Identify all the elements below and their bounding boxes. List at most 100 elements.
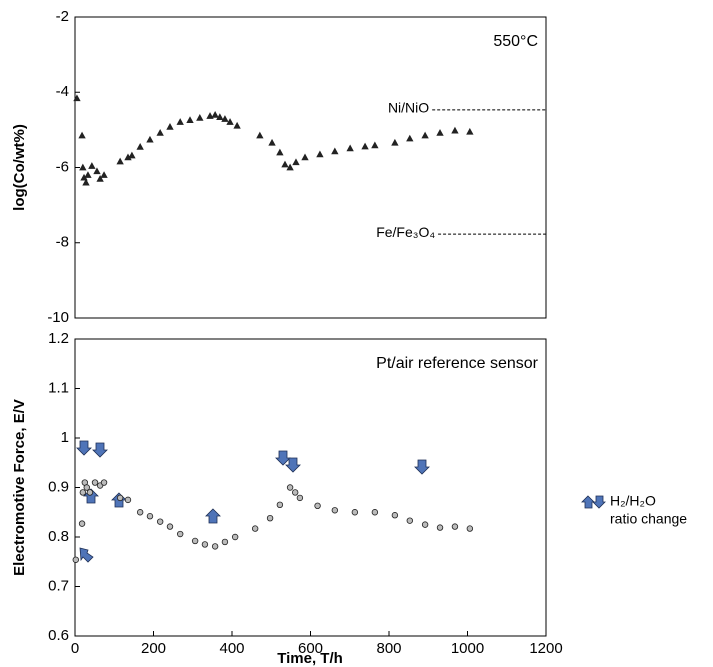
y-tick-label: -2 [56, 8, 69, 25]
data-point [166, 123, 174, 130]
data-point [176, 530, 184, 538]
data-point [91, 479, 99, 486]
y-tick-label: 1.1 [48, 379, 69, 396]
data-point [221, 115, 229, 122]
y-tick-label: -6 [56, 158, 69, 175]
y-tick-label: 0.9 [48, 478, 69, 495]
y-tick-label: -10 [47, 309, 69, 326]
annotation: 550°C [493, 33, 538, 50]
data-point [296, 494, 304, 502]
y-tick-label: 1 [61, 429, 69, 446]
x-axis-label: Time, T/h [277, 650, 343, 667]
data-point [361, 142, 369, 150]
legend-up-arrow [581, 495, 595, 509]
data-point [156, 518, 164, 525]
down-arrow [414, 459, 430, 475]
data-point [351, 509, 359, 516]
data-point [286, 484, 294, 491]
data-point [166, 523, 174, 530]
plot-frame [74, 338, 547, 637]
data-point [314, 502, 321, 510]
y-tick-label: 0.7 [48, 577, 69, 594]
y-tick-label: 0.6 [48, 627, 69, 644]
reference-label: Ni/NiO [388, 100, 429, 116]
data-point [276, 148, 284, 156]
data-point [100, 479, 108, 486]
data-point [231, 533, 239, 541]
x-tick-label: 1200 [529, 640, 562, 657]
data-point [406, 134, 414, 142]
data-point [221, 538, 229, 546]
arrow-legend-label: ratio change [610, 511, 687, 527]
data-point [201, 541, 209, 548]
y-tick-label: 0.8 [48, 528, 69, 545]
data-point [146, 513, 154, 520]
data-point [451, 126, 459, 134]
data-point [226, 118, 234, 125]
y-tick-label: 1.2 [48, 330, 69, 347]
data-point [72, 556, 79, 563]
data-point [391, 512, 399, 519]
down-arrow [275, 450, 291, 466]
data-point [331, 507, 339, 514]
down-arrow [92, 442, 108, 458]
y-tick-label: -4 [56, 83, 69, 100]
data-point [421, 521, 429, 528]
data-point [466, 127, 474, 135]
x-tick-label: 1000 [451, 640, 484, 657]
ratio-arrows [76, 440, 606, 563]
x-tick-label: 800 [376, 640, 401, 657]
x-tick-label: 200 [141, 640, 166, 657]
data-point [196, 113, 204, 121]
data-point [136, 142, 144, 150]
data-point [292, 158, 300, 166]
data-point [93, 167, 101, 175]
legend-down-arrow [592, 495, 606, 509]
data-point [186, 116, 194, 123]
data-point [466, 525, 474, 532]
data-point [266, 514, 274, 522]
data-point [116, 157, 124, 165]
data-point [78, 520, 86, 527]
data-point [421, 131, 429, 139]
x-tick-label: 400 [219, 640, 244, 657]
data-point [268, 138, 276, 146]
data-point [251, 525, 259, 532]
data-point [206, 112, 214, 119]
data-point [276, 501, 284, 509]
data-point [82, 178, 90, 186]
data-point [84, 171, 92, 178]
data-point [406, 517, 414, 524]
data-point [211, 543, 219, 550]
data-point [156, 129, 164, 136]
x-tick-label: 600 [298, 640, 323, 657]
x-tick-label: 0 [71, 640, 79, 657]
y-axis-label: Electromotive Force, E/V [11, 399, 28, 576]
data-point [78, 131, 86, 139]
data-point [176, 118, 184, 125]
data-point [86, 489, 94, 496]
data-point [211, 110, 219, 118]
data-point [291, 489, 299, 496]
data-point [256, 131, 264, 139]
data-point [136, 509, 144, 516]
data-point [79, 163, 87, 171]
data-point [436, 129, 444, 136]
data-point [286, 163, 294, 171]
data-point [301, 153, 309, 161]
data-point [216, 113, 224, 120]
data-point [96, 174, 104, 182]
down-arrow [76, 440, 92, 456]
data-point [371, 509, 379, 516]
data-point [83, 484, 90, 491]
data-point [346, 144, 354, 152]
data-point [391, 138, 399, 146]
data-point [281, 160, 289, 168]
data-point [128, 151, 136, 159]
y-axis-label: log(Co/wt%) [11, 124, 28, 211]
data-point [79, 489, 87, 496]
up-arrow [205, 508, 221, 524]
data-point [331, 147, 339, 155]
data-point [451, 523, 459, 530]
